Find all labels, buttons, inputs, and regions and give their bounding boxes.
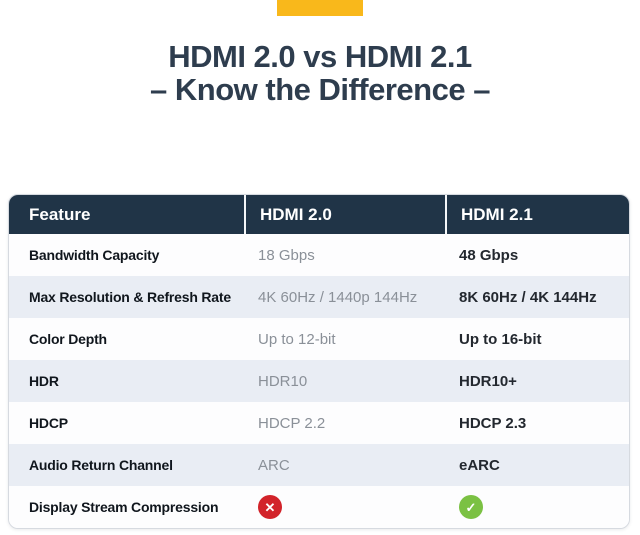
hdmi20-value: HDR10	[258, 372, 308, 390]
table-row-hdr: HDR HDR10 HDR10+	[9, 360, 629, 402]
table-row-max-resolution: Max Resolution & Refresh Rate 4K 60Hz / …	[9, 276, 629, 318]
table-row-bandwidth: Bandwidth Capacity 18 Gbps 48 Gbps	[9, 234, 629, 276]
table-row-display-stream-compression: Display Stream Compression ✕ ✓	[9, 486, 629, 528]
page-title: HDMI 2.0 vs HDMI 2.1 – Know the Differen…	[0, 40, 640, 106]
comparison-table: Feature HDMI 2.0 HDMI 2.1 Bandwidth Capa…	[8, 194, 630, 529]
check-glyph: ✓	[465, 499, 477, 515]
column-header-hdmi-2-0: HDMI 2.0	[244, 195, 445, 234]
feature-label: Audio Return Channel	[29, 457, 173, 473]
table-row-audio-return-channel: Audio Return Channel ARC eARC	[9, 444, 629, 486]
table-row-color-depth: Color Depth Up to 12-bit Up to 16-bit	[9, 318, 629, 360]
yellow-tab-accent	[277, 0, 363, 16]
check-icon: ✓	[459, 495, 483, 519]
hdmi20-value: HDCP 2.2	[258, 414, 326, 432]
hdmi20-value: 18 Gbps	[258, 246, 315, 264]
hdmi20-value: ARC	[258, 456, 290, 474]
hdmi21-value: Up to 16-bit	[459, 330, 542, 348]
hdmi20-value: ✕	[244, 495, 445, 519]
hdmi21-value: ✓	[445, 495, 629, 519]
hdmi20-value: Up to 12-bit	[258, 330, 336, 348]
column-header-feature: Feature	[29, 204, 91, 224]
hdmi21-value: HDR10+	[459, 372, 517, 390]
feature-label: Max Resolution & Refresh Rate	[29, 289, 231, 305]
feature-label: HDCP	[29, 415, 68, 431]
title-line-1: HDMI 2.0 vs HDMI 2.1	[168, 39, 472, 74]
column-header-hdmi-2-1: HDMI 2.1	[445, 195, 629, 234]
hdmi21-value: 8K 60Hz / 4K 144Hz	[459, 288, 597, 306]
cross-icon: ✕	[258, 495, 282, 519]
hdmi21-value: eARC	[459, 456, 500, 474]
cross-glyph: ✕	[264, 499, 276, 515]
feature-label: Bandwidth Capacity	[29, 247, 160, 263]
feature-label: Color Depth	[29, 331, 107, 347]
hdmi21-value: 48 Gbps	[459, 246, 519, 264]
hdmi21-value: HDCP 2.3	[459, 414, 527, 432]
feature-label: HDR	[29, 373, 59, 389]
table-row-hdcp: HDCP HDCP 2.2 HDCP 2.3	[9, 402, 629, 444]
table-header-row: Feature HDMI 2.0 HDMI 2.1	[9, 195, 629, 234]
feature-label: Display Stream Compression	[29, 499, 219, 515]
title-line-2: – Know the Difference –	[150, 72, 490, 107]
hdmi20-value: 4K 60Hz / 1440p 144Hz	[258, 288, 418, 306]
